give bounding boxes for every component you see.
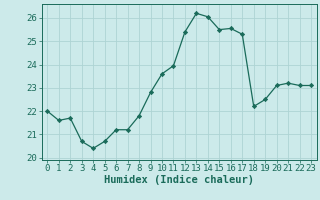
X-axis label: Humidex (Indice chaleur): Humidex (Indice chaleur): [104, 175, 254, 185]
